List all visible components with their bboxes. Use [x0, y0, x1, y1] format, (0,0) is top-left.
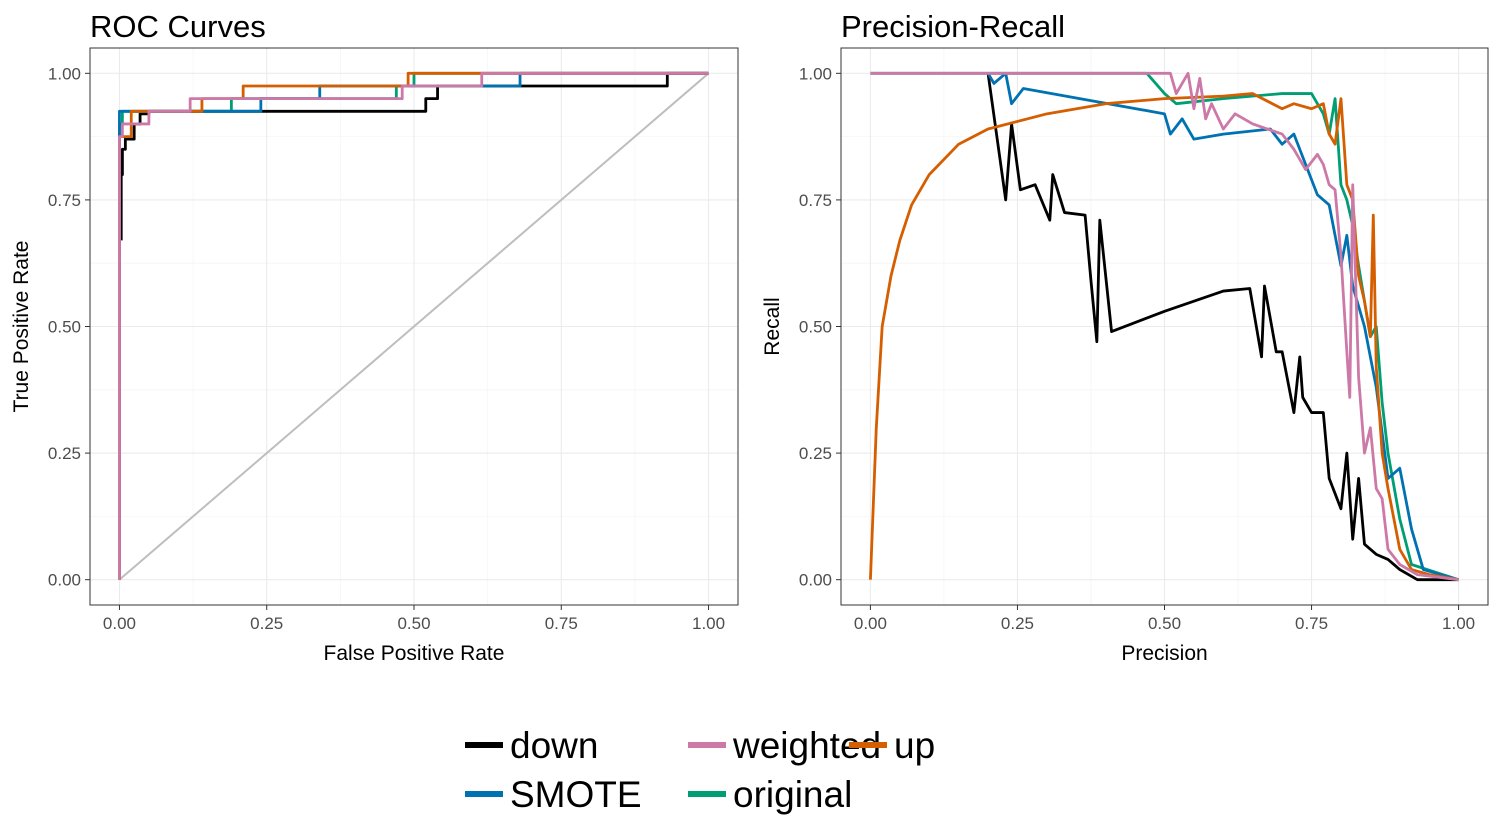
legend-label-down: down [510, 725, 598, 766]
y-tick-label: 0.00 [48, 571, 81, 590]
roc-panel: 0.00 0.25 0.50 0.75 1.00 0.00 0.25 0.50 0.75 1.00… [10, 9, 739, 665]
x-tick-label: 1.00 [1442, 614, 1475, 633]
pr-title: Precision-Recall [841, 9, 1065, 44]
y-tick-label: 1.00 [799, 64, 832, 83]
y-tick-label: 0.00 [799, 571, 832, 590]
roc-title: ROC Curves [90, 9, 266, 44]
pr-y-axis-title: Recall [761, 297, 784, 355]
x-tick-label: 0.25 [1001, 614, 1034, 633]
y-tick-label: 0.50 [48, 318, 81, 337]
x-tick-label: 1.00 [692, 614, 725, 633]
pr-series-group [869, 71, 1460, 582]
legend-item-smote: SMOTE [465, 774, 642, 815]
legend-item-up: up [849, 725, 935, 766]
roc-y-axis-title: True Positive Rate [10, 241, 33, 413]
x-tick-label: 0.25 [250, 614, 283, 633]
series-line-weighted [118, 71, 709, 580]
x-tick-label: 0.50 [397, 614, 430, 633]
legend-label-up: up [894, 725, 935, 766]
x-tick-label: 0.00 [854, 614, 887, 633]
series-line-up [869, 92, 1459, 582]
series-line-weighted [870, 71, 1459, 582]
y-tick-label: 0.75 [48, 191, 81, 210]
series-line-down [986, 73, 1459, 582]
roc-x-axis-title: False Positive Rate [324, 642, 505, 665]
y-tick-label: 0.25 [799, 444, 832, 463]
legend-item-original: original [688, 774, 852, 815]
legend-label-original: original [733, 774, 852, 815]
series-line-original [870, 71, 1460, 582]
y-tick-label: 0.75 [799, 191, 832, 210]
legend-item-down: down [465, 725, 598, 766]
legend-label-smote: SMOTE [510, 774, 642, 815]
roc-series-group [118, 71, 710, 581]
y-tick-label: 0.50 [799, 318, 832, 337]
y-tick-label: 0.25 [48, 444, 81, 463]
x-tick-label: 0.75 [1295, 614, 1328, 633]
pr-gridlines [841, 48, 1488, 605]
pr-panel: 0.00 0.25 0.50 0.75 1.00 0.00 0.25 0.50 0.75 1.00… [761, 9, 1489, 665]
y-tick-label: 1.00 [48, 64, 81, 83]
reference-diagonal-line [118, 72, 710, 581]
x-tick-label: 0.75 [545, 614, 578, 633]
x-tick-label: 0.50 [1148, 614, 1181, 633]
pr-x-axis-title: Precision [1121, 642, 1207, 665]
x-tick-label: 0.00 [103, 614, 136, 633]
series-line-smote [986, 71, 1459, 582]
